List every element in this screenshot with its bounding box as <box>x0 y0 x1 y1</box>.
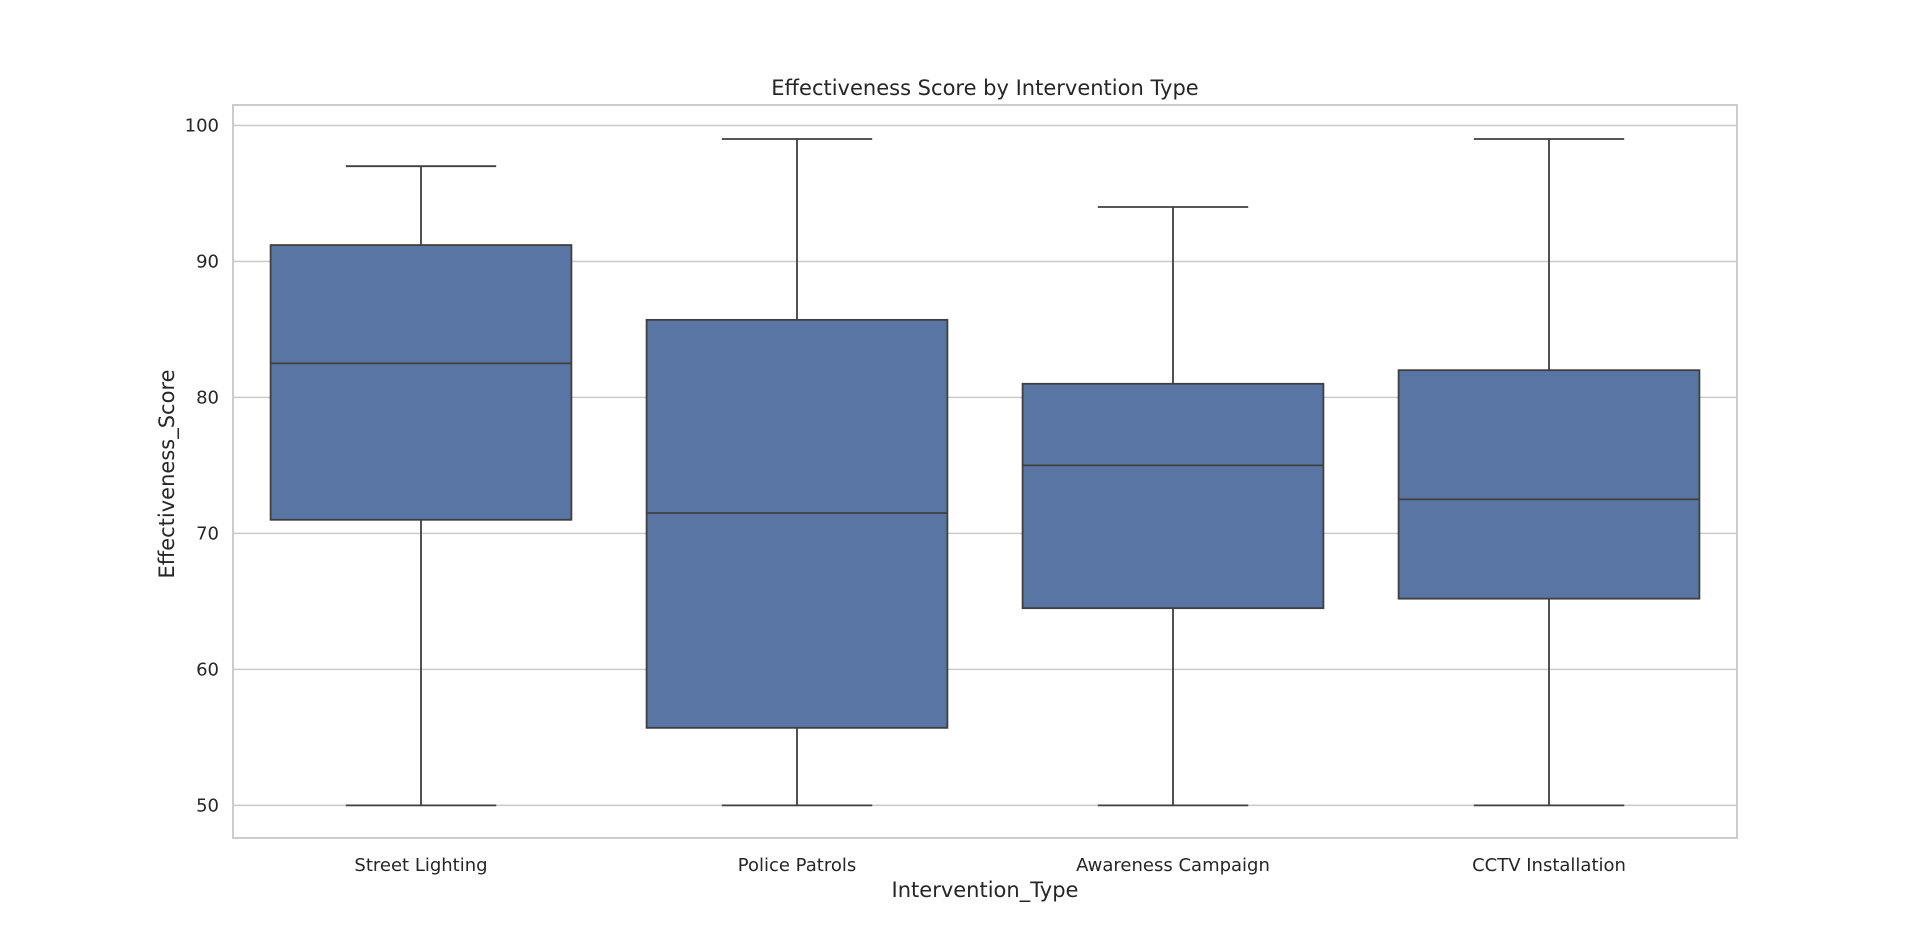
y-tick-label: 80 <box>196 387 219 408</box>
boxes <box>269 138 1701 807</box>
x-tick-label: Street Lighting <box>354 855 487 876</box>
x-tick-label: CCTV Installation <box>1472 855 1626 876</box>
y-tick-labels: 50 60 70 80 90 100 <box>185 115 219 816</box>
x-tick-labels: Street Lighting Police Patrols Awareness C… <box>354 855 1626 876</box>
iqr-box <box>269 244 573 521</box>
box-1 <box>269 165 573 807</box>
iqr-box <box>1021 382 1325 610</box>
y-tick-label: 60 <box>196 659 219 680</box>
box-3 <box>1021 206 1325 807</box>
x-axis-label: Intervention_Type <box>892 878 1079 903</box>
box-2 <box>645 138 949 807</box>
iqr-box <box>1397 369 1701 600</box>
y-tick-label: 70 <box>196 523 219 544</box>
x-tick-label: Police Patrols <box>738 855 856 876</box>
y-tick-label: 50 <box>196 795 219 816</box>
iqr-box <box>645 318 949 729</box>
y-axis-label: Effectiveness_Score <box>155 369 180 578</box>
plot-frame <box>232 104 1738 839</box>
box-4 <box>1397 138 1701 807</box>
x-tick-label: Awareness Campaign <box>1076 855 1270 876</box>
y-tick-label: 90 <box>196 251 219 272</box>
chart-title: Effectiveness Score by Intervention Type <box>771 76 1198 100</box>
y-tick-label: 100 <box>185 115 219 136</box>
